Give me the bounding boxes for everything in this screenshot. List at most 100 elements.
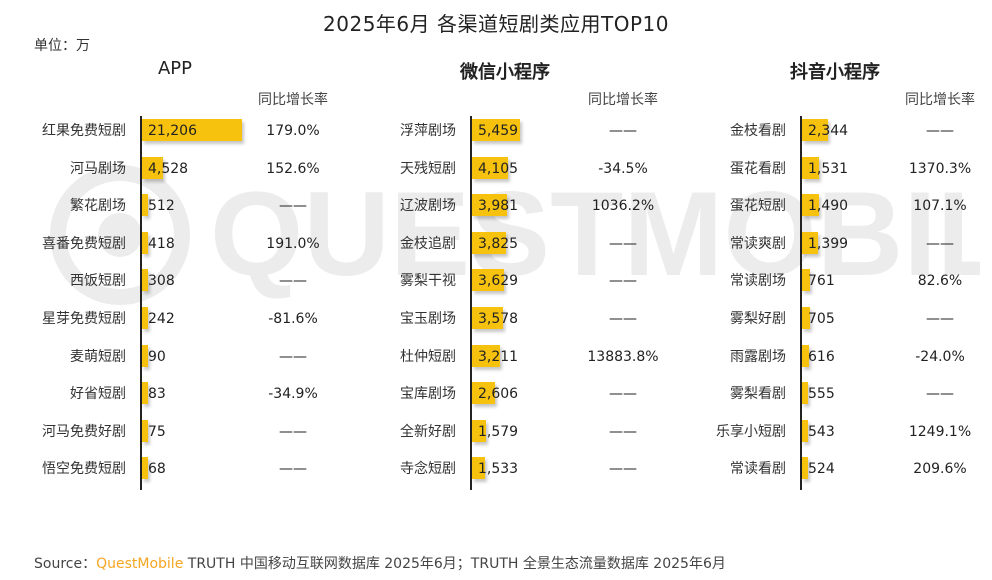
bar bbox=[142, 156, 164, 179]
category-row: 天残短剧 bbox=[0, 151, 456, 187]
growth-cell: 191.0% bbox=[243, 226, 343, 262]
category-row: 红果免费短剧 bbox=[0, 113, 126, 149]
bar bbox=[802, 156, 819, 179]
growth-cell: 107.1% bbox=[890, 188, 990, 224]
category-label: 宝库剧场 bbox=[400, 386, 456, 403]
bar bbox=[472, 382, 495, 405]
bar bbox=[142, 382, 148, 405]
growth-cell: —— bbox=[243, 188, 343, 224]
category-row: 全新好剧 bbox=[0, 414, 456, 450]
growth-rate: 82.6% bbox=[917, 273, 963, 290]
bar bbox=[142, 419, 148, 442]
growth-cell: 1249.1% bbox=[890, 414, 990, 450]
bar bbox=[142, 119, 242, 141]
category-label: 悟空免费短剧 bbox=[42, 461, 126, 478]
growth-rate: 152.6% bbox=[266, 160, 320, 177]
bar bbox=[142, 457, 148, 480]
category-label: 麦萌短剧 bbox=[70, 348, 126, 365]
growth-rate: —— bbox=[609, 123, 637, 139]
growth-cell: 179.0% bbox=[243, 113, 343, 149]
source-text: TRUTH 中国移动互联网数据库 2025年6月；TRUTH 全景生态流量数据库… bbox=[183, 556, 726, 572]
value-label: 3,825 bbox=[478, 235, 519, 252]
bar bbox=[802, 269, 811, 292]
category-row: 蛋花短剧 bbox=[0, 188, 786, 224]
source-brand: QuestMobile bbox=[96, 556, 184, 572]
growth-cell: —— bbox=[573, 113, 673, 149]
category-row: 浮萍剧场 bbox=[0, 113, 456, 149]
growth-cell: -24.0% bbox=[890, 339, 990, 375]
panel-title: APP bbox=[157, 58, 193, 79]
category-row: 乐享小短剧 bbox=[0, 414, 786, 450]
source-prefix: Source： bbox=[34, 556, 97, 572]
growth-rate: 179.0% bbox=[266, 123, 320, 139]
bar bbox=[802, 382, 809, 405]
bar bbox=[472, 419, 486, 442]
value-label: 3,981 bbox=[478, 198, 519, 215]
bar bbox=[802, 119, 828, 141]
bar bbox=[802, 457, 808, 480]
source-note: Source：QuestMobile TRUTH 中国移动互联网数据库 2025… bbox=[34, 553, 726, 573]
category-label: 辽波剧场 bbox=[400, 198, 456, 215]
category-row: 常读爽剧 bbox=[0, 226, 786, 262]
value-label: 2,344 bbox=[808, 123, 849, 139]
value-label: 1,533 bbox=[478, 461, 519, 478]
value-label: 1,490 bbox=[808, 198, 849, 215]
value-label: 2,606 bbox=[478, 386, 519, 403]
growth-cell: —— bbox=[890, 226, 990, 262]
category-row: 好省短剧 bbox=[0, 376, 126, 412]
bar bbox=[802, 194, 819, 217]
category-row: 宝玉剧场 bbox=[0, 301, 456, 337]
growth-cell: —— bbox=[573, 451, 673, 487]
growth-cell: —— bbox=[573, 263, 673, 299]
category-row: 杜仲短剧 bbox=[0, 339, 456, 375]
growth-cell: 1036.2% bbox=[573, 188, 673, 224]
panel-1: APP 同比增长率 红果免费短剧 21,206 179.0% 河马剧场 4,528 152.6… bbox=[0, 58, 343, 490]
value-label: 3,629 bbox=[478, 273, 519, 290]
growth-rate: —— bbox=[609, 461, 637, 478]
category-row: 蛋花看剧 bbox=[0, 151, 786, 187]
growth-cell: —— bbox=[243, 414, 343, 450]
panel-3: 抖音小程序 同比增长率 金枝看剧 2,344 —— 蛋花看剧 1,531 1370.3% 蛋花短… bbox=[0, 62, 990, 490]
bar bbox=[472, 156, 509, 179]
category-label: 杜仲短剧 bbox=[400, 348, 456, 365]
value-label: 1,579 bbox=[478, 423, 519, 440]
growth-cell: —— bbox=[890, 301, 990, 337]
value-label: 524 bbox=[808, 461, 835, 478]
value-label: 418 bbox=[148, 235, 175, 252]
growth-cell: —— bbox=[243, 339, 343, 375]
category-row: 常读看剧 bbox=[0, 451, 786, 487]
category-row: 雾梨看剧 bbox=[0, 376, 786, 412]
growth-cell: 209.6% bbox=[890, 451, 990, 487]
category-label: 河马免费好剧 bbox=[42, 423, 126, 440]
value-label: 1,399 bbox=[808, 235, 849, 252]
bar bbox=[472, 307, 504, 329]
bar bbox=[802, 231, 818, 254]
category-row: 河马免费好剧 bbox=[0, 414, 126, 450]
category-label: 金枝看剧 bbox=[730, 123, 786, 139]
growth-rate: 13883.8% bbox=[587, 348, 659, 365]
growth-cell: —— bbox=[243, 451, 343, 487]
growth-cell: —— bbox=[243, 263, 343, 299]
category-label: 金枝追剧 bbox=[400, 235, 456, 252]
value-label: 308 bbox=[148, 273, 175, 290]
category-row: 星芽免费短剧 bbox=[0, 301, 126, 337]
value-label: 555 bbox=[808, 386, 835, 403]
growth-rate: -81.6% bbox=[268, 311, 318, 327]
category-axis bbox=[470, 116, 472, 490]
category-row: 宝库剧场 bbox=[0, 376, 456, 412]
growth-rate: —— bbox=[926, 386, 954, 403]
category-label: 常读爽剧 bbox=[730, 235, 786, 252]
growth-rate: —— bbox=[926, 123, 954, 139]
growth-cell: —— bbox=[573, 376, 673, 412]
category-label: 雨露剧场 bbox=[730, 348, 786, 365]
category-row: 繁花剧场 bbox=[0, 188, 126, 224]
value-label: 512 bbox=[148, 198, 175, 215]
growth-rate: —— bbox=[609, 273, 637, 290]
value-label: 616 bbox=[808, 348, 835, 365]
growth-rate: —— bbox=[279, 423, 307, 440]
growth-rate: -24.0% bbox=[915, 348, 965, 365]
value-label: 83 bbox=[148, 386, 166, 403]
bar bbox=[142, 307, 148, 329]
bar bbox=[472, 344, 501, 367]
panel-title: 微信小程序 bbox=[460, 62, 550, 83]
